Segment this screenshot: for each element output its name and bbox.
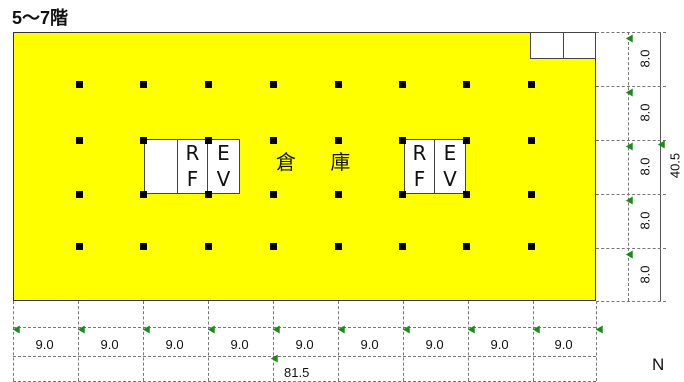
- structural-column: [335, 81, 342, 88]
- span-width-label: 9.0: [100, 337, 119, 352]
- structural-column: [140, 137, 147, 144]
- structural-column: [399, 243, 406, 250]
- dim-tick-x: [533, 301, 534, 381]
- structural-column: [399, 137, 406, 144]
- span-width-label: 9.0: [165, 337, 184, 352]
- dim-tick-x: [338, 301, 339, 381]
- structural-column: [528, 191, 535, 198]
- span-width-label: 9.0: [554, 337, 573, 352]
- dim-tick-x: [273, 301, 274, 381]
- dim-tick-x: [403, 301, 404, 381]
- structural-column: [76, 191, 83, 198]
- dim-line-total: [13, 356, 596, 357]
- dim-tick-x: [143, 301, 144, 381]
- dim-tick-x: [13, 301, 14, 381]
- dim-tick-y: [596, 301, 666, 302]
- structural-column: [205, 81, 212, 88]
- span-depth-label: 8.0: [637, 264, 653, 284]
- dimension-marker-icon: [337, 323, 349, 334]
- span-depth-label: 8.0: [637, 49, 653, 68]
- structural-column: [76, 81, 83, 88]
- structural-column: [335, 191, 342, 198]
- structural-column: [205, 137, 212, 144]
- dimension-marker-icon: [207, 323, 219, 334]
- corner-room-1: [530, 32, 564, 59]
- dim-vline-total: [660, 32, 661, 301]
- structural-column: [335, 137, 342, 144]
- span-depth-label: 8.0: [637, 103, 653, 122]
- warehouse-label: 倉 庫: [276, 150, 365, 174]
- structural-column: [399, 81, 406, 88]
- span-width-label: 9.0: [360, 337, 379, 352]
- structural-column: [399, 191, 406, 198]
- span-width-label: 9.0: [490, 337, 509, 352]
- dim-tick-y: [596, 32, 666, 33]
- structural-column: [76, 137, 83, 144]
- span-width-label: 9.0: [230, 337, 249, 352]
- total-width-label: 81.5: [284, 365, 310, 380]
- dimension-marker-icon: [532, 323, 544, 334]
- structural-column: [140, 191, 147, 198]
- structural-column: [270, 81, 277, 88]
- structural-column: [270, 243, 277, 250]
- structural-column: [335, 243, 342, 250]
- structural-column: [463, 81, 470, 88]
- dim-tick-x: [596, 301, 597, 381]
- dimension-marker-icon: [467, 323, 479, 334]
- structural-column: [205, 191, 212, 198]
- total-depth-label: 40.5: [667, 152, 683, 179]
- dim-tick-y: [596, 194, 666, 195]
- structural-column: [528, 137, 535, 144]
- dimension-marker-icon: [12, 323, 24, 334]
- dim-tick-x: [468, 301, 469, 381]
- dim-line-spans: [13, 327, 596, 328]
- structural-column: [270, 137, 277, 144]
- dimension-marker-icon: [142, 323, 154, 334]
- span-width-label: 9.0: [35, 337, 54, 352]
- dim-tick-y: [596, 248, 666, 249]
- corner-room-2: [563, 32, 596, 59]
- structural-column: [140, 81, 147, 88]
- dim-tick-y: [596, 140, 666, 141]
- span-depth-label: 8.0: [637, 211, 653, 230]
- span-depth-label: 8.0: [637, 157, 653, 176]
- dimension-marker-icon: [595, 323, 607, 334]
- structural-column: [76, 243, 83, 250]
- structural-column: [463, 191, 470, 198]
- structural-column: [528, 81, 535, 88]
- structural-column: [270, 191, 277, 198]
- span-width-label: 9.0: [295, 337, 314, 352]
- north-label: N: [652, 355, 665, 374]
- dimension-marker-icon: [402, 323, 414, 334]
- dim-tick-y: [596, 86, 666, 87]
- structural-column: [140, 243, 147, 250]
- structural-column: [205, 243, 212, 250]
- dimension-marker-icon: [77, 323, 89, 334]
- span-width-label: 9.0: [425, 337, 444, 352]
- dim-tick-x: [208, 301, 209, 381]
- dimension-marker-icon: [272, 323, 284, 334]
- structural-column: [528, 243, 535, 250]
- structural-column: [463, 137, 470, 144]
- dim-tick-x: [78, 301, 79, 381]
- floor-title: 5～7階: [12, 8, 69, 28]
- left-shaft: [144, 139, 178, 194]
- dim-vline-spans: [628, 32, 629, 301]
- structural-column: [463, 243, 470, 250]
